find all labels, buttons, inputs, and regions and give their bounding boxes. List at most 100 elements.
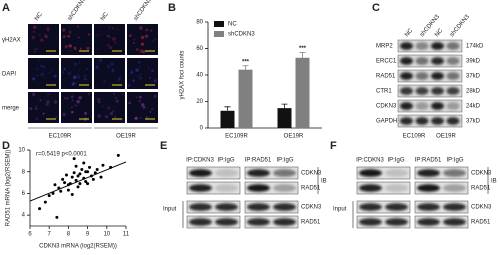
blot	[397, 69, 463, 83]
nucleus	[108, 26, 111, 29]
point	[74, 178, 78, 182]
blot-band	[273, 203, 296, 211]
blot-band	[385, 184, 408, 192]
nucleus	[86, 46, 90, 50]
nucleus	[41, 38, 43, 40]
nucleus	[78, 69, 81, 71]
nucleus	[64, 44, 69, 49]
blot-band	[215, 203, 238, 211]
point	[72, 157, 76, 161]
row-label: RAD51	[301, 186, 321, 192]
nucleus	[111, 69, 114, 73]
nucleus	[32, 77, 36, 81]
point	[86, 182, 90, 186]
nucleus	[140, 73, 142, 76]
x-tick-label: 10	[103, 232, 110, 238]
nucleus	[31, 35, 36, 40]
nucleus	[87, 92, 90, 96]
blot-band	[415, 102, 429, 110]
nucleus	[140, 42, 145, 46]
column-header: shCDKN3	[67, 0, 88, 22]
nucleus	[42, 112, 46, 116]
nucleus	[50, 69, 53, 72]
nucleus	[145, 115, 148, 118]
nucleus	[118, 76, 122, 79]
blot	[397, 114, 463, 128]
blot-band	[417, 184, 440, 192]
nucleus	[135, 68, 139, 72]
panel-label: A	[2, 2, 10, 14]
nucleus	[114, 41, 117, 44]
nucleus	[68, 44, 73, 48]
nucleus	[46, 93, 49, 95]
point	[99, 175, 103, 179]
significance: ***	[299, 46, 307, 52]
column-header: IP:RAD51	[415, 158, 442, 164]
point	[78, 172, 82, 176]
blot-band	[446, 72, 460, 80]
error-bar	[242, 65, 249, 70]
nucleus	[97, 114, 101, 118]
nucleus	[151, 107, 154, 110]
point	[88, 165, 92, 169]
nucleus	[70, 110, 74, 114]
nucleus	[135, 48, 139, 52]
nucleus	[77, 73, 79, 76]
nucleus	[138, 95, 142, 99]
point	[95, 168, 99, 172]
nucleus	[132, 42, 135, 45]
micrograph	[127, 58, 158, 89]
nucleus	[121, 93, 124, 95]
blot-band	[431, 117, 444, 125]
nucleus	[116, 28, 119, 31]
nucleus	[71, 82, 75, 86]
nucleus	[134, 116, 138, 120]
nucleus	[141, 103, 145, 107]
nucleus	[115, 99, 119, 103]
nucleus	[142, 105, 146, 110]
x-tick-label: 8	[67, 232, 71, 238]
y-tick-label: 8	[22, 169, 26, 175]
nucleus	[76, 100, 80, 104]
nucleus	[151, 69, 154, 72]
nucleus	[106, 64, 111, 69]
size-label: 37kD	[466, 119, 481, 125]
nucleus	[72, 75, 77, 80]
y-tick-label: 80	[196, 20, 203, 26]
blot-band	[400, 72, 413, 80]
nucleus	[98, 100, 101, 104]
ib-label: IB	[491, 179, 497, 185]
column-header: IP:RAD51	[245, 158, 272, 164]
x-tick-label: 9	[86, 232, 90, 238]
nucleus	[65, 97, 69, 100]
point	[70, 193, 74, 197]
nucleus	[87, 33, 91, 36]
nucleus	[41, 65, 45, 68]
blot-band	[189, 169, 212, 177]
nucleus	[43, 66, 46, 69]
y-tick-label: 20	[196, 99, 203, 105]
row-label: CDKN3	[471, 205, 492, 211]
column-header: IP:IgG	[217, 158, 234, 164]
point	[70, 175, 74, 179]
nucleus	[108, 45, 113, 50]
micrograph	[28, 58, 59, 89]
x-tick-label: OE19R	[284, 134, 304, 140]
row-label: CDKN3	[471, 171, 492, 177]
nucleus	[48, 71, 51, 74]
panel-label: D	[2, 140, 10, 152]
nucleus	[139, 49, 144, 53]
point	[101, 163, 105, 167]
panel-label: C	[372, 2, 380, 14]
blot-band	[446, 57, 460, 65]
nucleus	[101, 105, 104, 108]
blot-band	[385, 218, 408, 226]
nucleus	[39, 38, 43, 42]
nucleus	[145, 34, 149, 38]
blot-band	[359, 184, 382, 192]
nucleus	[133, 38, 136, 41]
blot-band	[359, 169, 382, 177]
nucleus	[130, 70, 134, 74]
legend-label: NC	[228, 22, 237, 28]
